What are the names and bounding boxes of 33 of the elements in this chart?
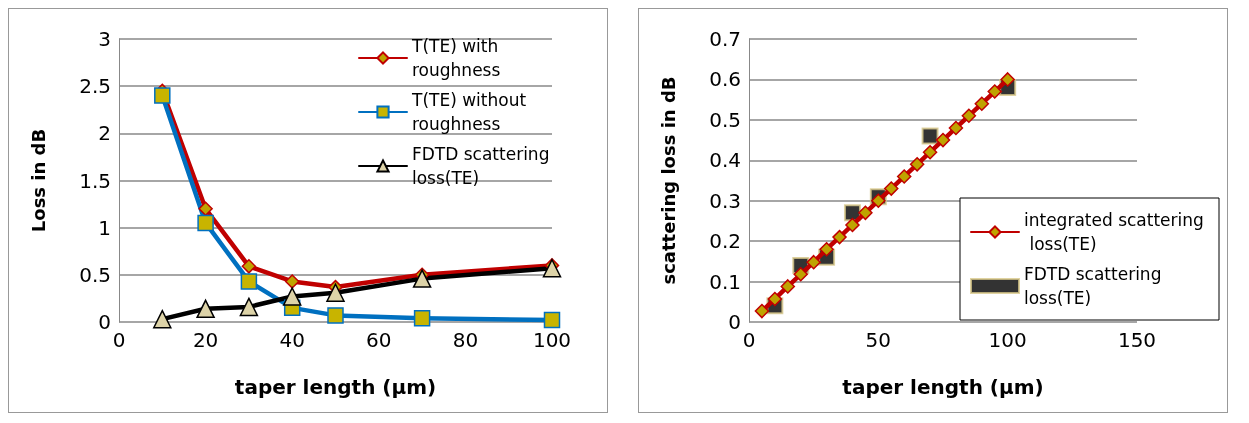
y-tick-label: 1.5 [79,168,111,193]
x-tick-label: 40 [279,328,305,352]
y-tick-label: 1 [98,215,111,240]
legend-label: T(TE) without roughness [411,90,532,134]
y-axis-title: scattering loss in dB [657,76,679,285]
y-axis-title: Loss in dB [27,128,49,233]
x-tick-label: 20 [192,328,219,352]
y-tick-label: 0.6 [709,67,741,92]
x-axis-title: taper length (µm) [234,375,437,399]
x-tick-label: 80 [452,328,479,352]
y-tick-label: 0.4 [709,148,741,173]
x-tick-label: 50 [865,328,892,352]
y-tick-label: 0 [728,310,741,334]
y-tick-label: 0.7 [709,27,741,51]
legend-label: FDTD scattering loss(TE) [412,144,555,188]
x-tick-label: 150 [1117,328,1157,352]
y-tick-label: 0.5 [79,262,111,287]
x-axis-title: taper length (µm) [842,375,1044,399]
legend-label: T(TE) with roughness [411,36,504,80]
y-tick-label: 2.5 [79,74,111,99]
y-tick-label: 0.3 [709,188,741,213]
y-tick-label: 0.2 [709,229,741,254]
y-tick-label: 0.1 [709,269,741,294]
y-tick-label: 0.5 [709,107,741,132]
x-tick-label: 100 [988,328,1027,352]
legend-label: FDTD scattering loss(TE) [1024,264,1167,308]
x-tick-label: 100 [532,328,572,352]
x-tick-label: 60 [366,328,392,352]
x-tick-label: 0 [742,328,756,352]
y-tick-label: 2 [98,121,111,146]
legend-label: integrated scattering loss(TE) [1024,210,1204,254]
y-tick-label: 3 [98,27,111,51]
y-tick-label: 0 [98,310,111,334]
